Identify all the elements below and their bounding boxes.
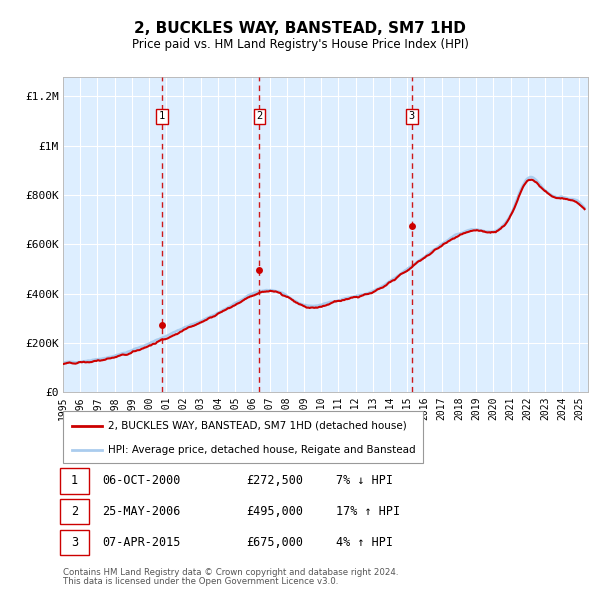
Text: 07-APR-2015: 07-APR-2015 <box>102 536 181 549</box>
Text: 06-OCT-2000: 06-OCT-2000 <box>102 474 181 487</box>
Text: 4% ↑ HPI: 4% ↑ HPI <box>336 536 393 549</box>
Text: Price paid vs. HM Land Registry's House Price Index (HPI): Price paid vs. HM Land Registry's House … <box>131 38 469 51</box>
Text: 3: 3 <box>71 536 78 549</box>
Text: 2, BUCKLES WAY, BANSTEAD, SM7 1HD: 2, BUCKLES WAY, BANSTEAD, SM7 1HD <box>134 21 466 35</box>
Text: £675,000: £675,000 <box>246 536 303 549</box>
Text: 2, BUCKLES WAY, BANSTEAD, SM7 1HD (detached house): 2, BUCKLES WAY, BANSTEAD, SM7 1HD (detac… <box>108 421 407 431</box>
Text: This data is licensed under the Open Government Licence v3.0.: This data is licensed under the Open Gov… <box>63 578 338 586</box>
Text: 3: 3 <box>409 111 415 121</box>
Text: 17% ↑ HPI: 17% ↑ HPI <box>336 505 400 518</box>
Text: 25-MAY-2006: 25-MAY-2006 <box>102 505 181 518</box>
Text: HPI: Average price, detached house, Reigate and Banstead: HPI: Average price, detached house, Reig… <box>108 445 416 455</box>
Text: Contains HM Land Registry data © Crown copyright and database right 2024.: Contains HM Land Registry data © Crown c… <box>63 568 398 577</box>
Text: 1: 1 <box>71 474 78 487</box>
Text: 2: 2 <box>256 111 262 121</box>
Text: £272,500: £272,500 <box>246 474 303 487</box>
Text: 1: 1 <box>159 111 165 121</box>
Text: 7% ↓ HPI: 7% ↓ HPI <box>336 474 393 487</box>
Text: £495,000: £495,000 <box>246 505 303 518</box>
Text: 2: 2 <box>71 505 78 518</box>
